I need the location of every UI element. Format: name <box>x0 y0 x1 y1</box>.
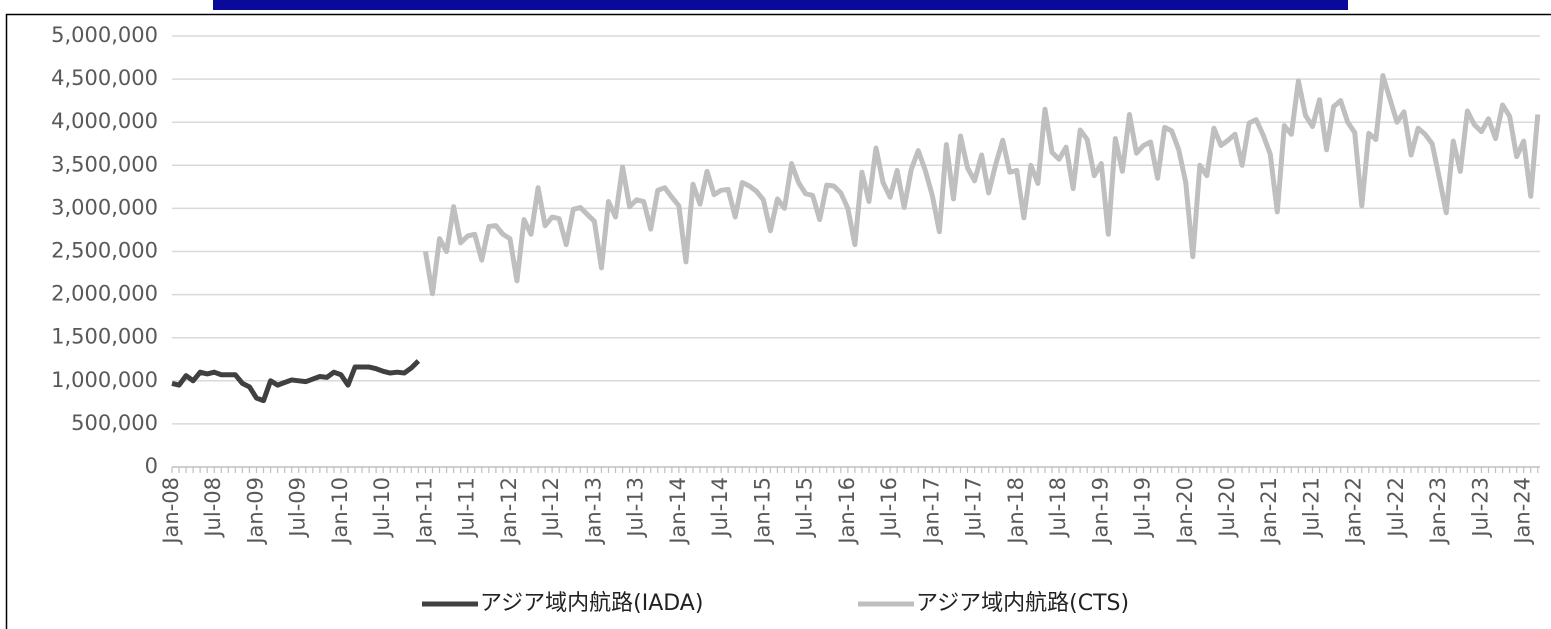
x-tick-label: Jul-09 <box>286 477 310 539</box>
x-tick-label: Jan-12 <box>497 477 521 546</box>
y-tick-label: 4,500,000 <box>51 66 158 90</box>
x-tick-label: Jul-21 <box>1299 477 1323 539</box>
y-tick-label: 2,500,000 <box>51 239 158 263</box>
y-tick-label: 3,500,000 <box>51 152 158 176</box>
x-tick-label: Jul-20 <box>1215 477 1239 539</box>
x-tick-label: Jul-13 <box>624 477 648 539</box>
x-tick-label: Jan-16 <box>835 477 859 546</box>
x-tick-label: Jan-10 <box>328 477 352 546</box>
x-tick-label: Jul-10 <box>370 477 394 539</box>
x-tick-label: Jul-23 <box>1468 477 1492 539</box>
y-tick-label: 1,000,000 <box>51 368 158 392</box>
x-tick-label: Jan-14 <box>666 477 690 546</box>
x-tick-label: Jan-24 <box>1511 477 1535 546</box>
x-tick-label: Jan-11 <box>412 477 436 546</box>
y-tick-label: 5,000,000 <box>51 23 158 47</box>
x-tick-label: Jul-22 <box>1384 477 1408 539</box>
x-tick-label: Jan-19 <box>1088 477 1112 546</box>
x-tick-label: Jan-21 <box>1257 477 1281 546</box>
y-tick-label: 1,500,000 <box>51 325 158 349</box>
x-tick-label: Jan-22 <box>1342 477 1366 546</box>
x-tick-label: Jul-16 <box>877 477 901 539</box>
x-tick-label: Jan-15 <box>750 477 774 546</box>
x-tick-label: Jul-19 <box>1131 477 1155 539</box>
x-tick-label: Jul-08 <box>201 477 225 539</box>
x-tick-label: Jan-08 <box>159 477 183 546</box>
series-line <box>422 73 1541 297</box>
series-line <box>171 359 421 404</box>
x-tick-label: Jan-13 <box>581 477 605 546</box>
x-tick-label: Jul-11 <box>455 477 479 539</box>
y-tick-label: 3,000,000 <box>51 195 158 219</box>
legend-label: アジア域内航路(CTS) <box>916 591 1129 616</box>
x-tick-label: Jan-09 <box>243 477 267 546</box>
y-tick-label: 2,000,000 <box>51 282 158 306</box>
header-bar <box>213 0 1348 10</box>
x-tick-label: Jan-23 <box>1426 477 1450 546</box>
x-tick-label: Jul-17 <box>962 477 986 539</box>
y-tick-label: 500,000 <box>71 411 158 435</box>
x-tick-label: Jul-18 <box>1046 477 1070 539</box>
x-tick-label: Jul-15 <box>793 477 817 539</box>
x-tick-label: Jan-17 <box>919 477 943 546</box>
y-tick-label: 4,000,000 <box>51 109 158 133</box>
x-tick-label: Jul-14 <box>708 477 732 539</box>
x-tick-label: Jul-12 <box>539 477 563 539</box>
legend-label: アジア域内航路(IADA) <box>480 591 703 616</box>
y-tick-label: 0 <box>145 454 158 478</box>
x-tick-label: Jan-20 <box>1173 477 1197 546</box>
x-tick-label: Jan-18 <box>1004 477 1028 546</box>
